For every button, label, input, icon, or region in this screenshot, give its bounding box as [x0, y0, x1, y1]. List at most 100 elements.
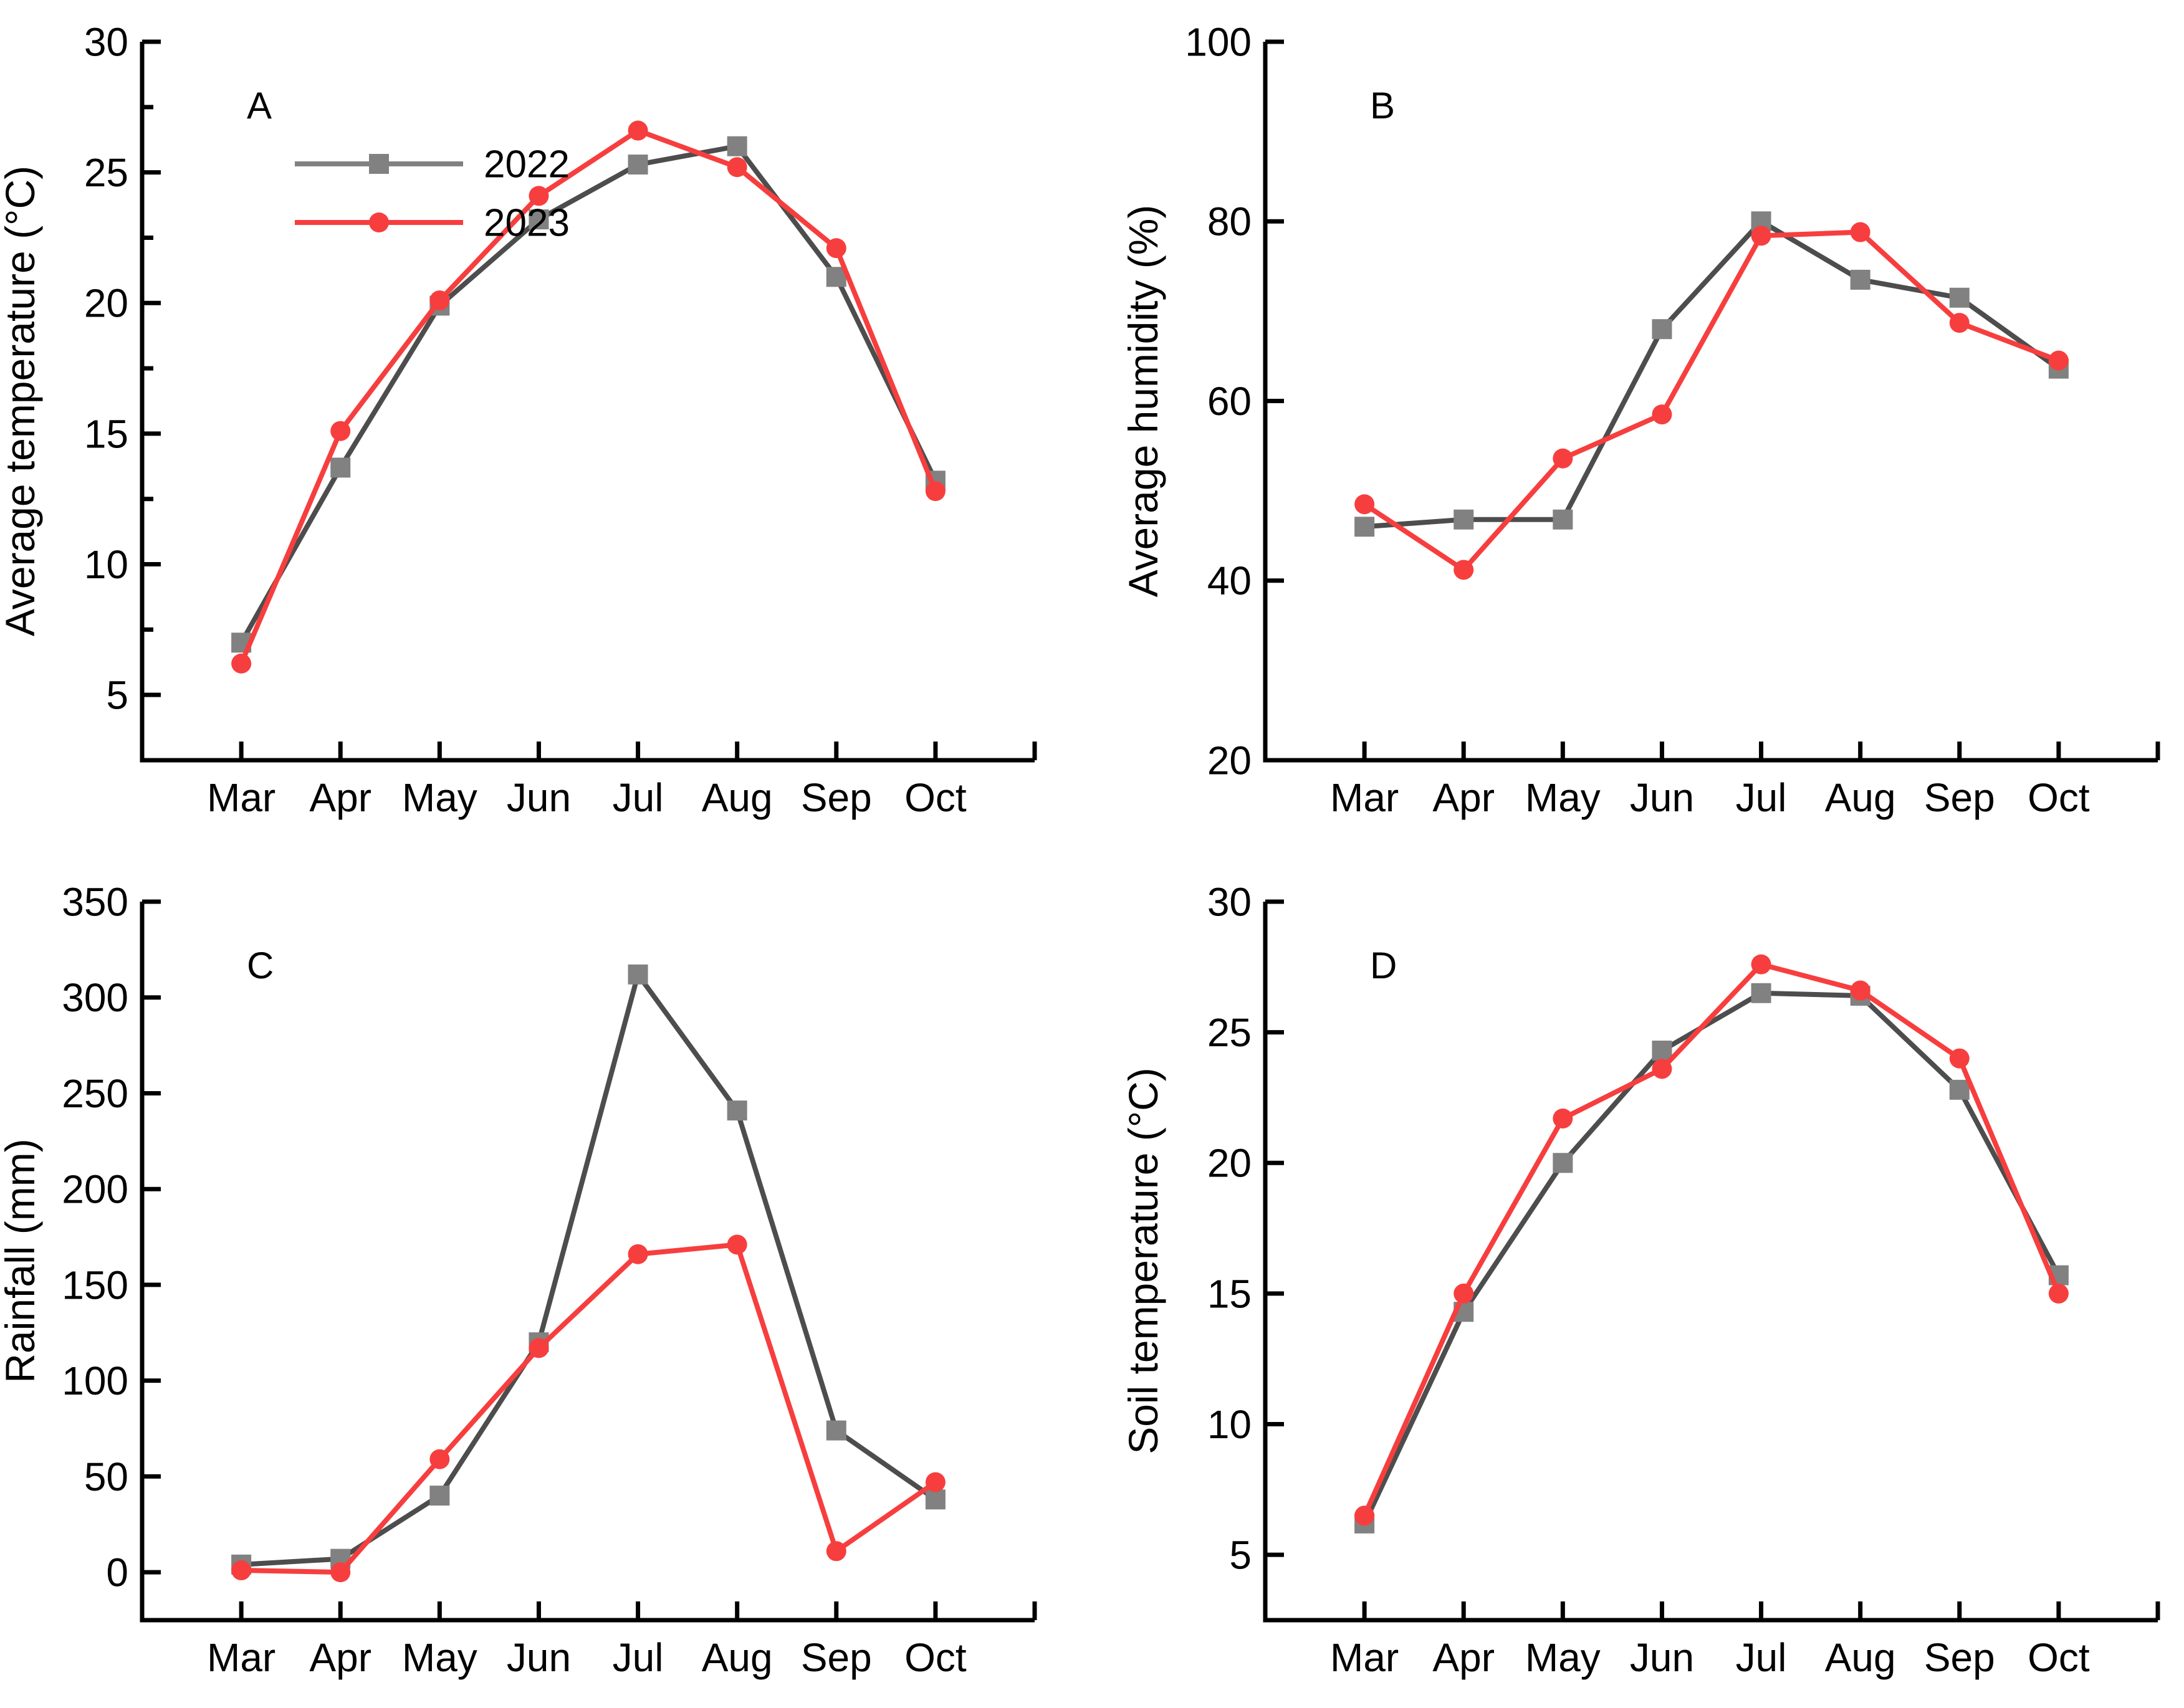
month-label: Aug	[702, 775, 773, 820]
data-point-2023	[1652, 404, 1672, 425]
data-point-2022	[628, 155, 648, 175]
series-2022	[231, 136, 946, 653]
y-tick-label: 20	[1207, 738, 1252, 783]
data-point-2023	[2048, 350, 2069, 371]
data-point-2022	[1553, 509, 1573, 530]
series-2023	[231, 1234, 946, 1583]
data-point-2023	[727, 157, 747, 178]
panel-letter: B	[1370, 85, 1395, 126]
month-label: Mar	[1330, 1635, 1399, 1680]
data-point-2022	[727, 136, 747, 156]
data-point-2022	[727, 1100, 747, 1121]
panel-b-average-humidity: 20 40 60 80 100 Mar Apr May Jun Jul Aug Sep Oct Avera…	[1120, 19, 2160, 820]
y-tick-label: 80	[1207, 199, 1252, 244]
month-label: Apr	[309, 775, 371, 820]
month-label: Aug	[1825, 1635, 1896, 1680]
y-tick-label: 30	[84, 19, 128, 64]
legend-marker-2023	[369, 212, 389, 232]
y-tick-label: 5	[106, 673, 128, 718]
data-point-2022	[1949, 1079, 1970, 1100]
data-point-2023	[826, 1541, 846, 1562]
y-axis-title: Average temperature (°C)	[0, 166, 43, 636]
month-label: May	[1525, 775, 1601, 820]
y-tick-label: 40	[1207, 558, 1252, 603]
data-point-2023	[1454, 1283, 1474, 1304]
data-point-2023	[2048, 1283, 2069, 1304]
series-line-2022	[1364, 219, 2061, 530]
axis-frame	[1263, 42, 2158, 763]
month-label: Jun	[1630, 775, 1694, 820]
legend: 2022 2023	[295, 143, 570, 245]
month-label: Mar	[207, 1635, 275, 1680]
data-point-2022	[1553, 1153, 1573, 1173]
legend-label-2022: 2022	[484, 143, 570, 186]
y-axis-title: Rainfall (mm)	[0, 1138, 43, 1383]
series-line-2023	[1362, 961, 2061, 1517]
legend-item-2023: 2023	[295, 202, 570, 245]
data-point-2022	[1751, 983, 1771, 1003]
data-point-2023	[1751, 954, 1771, 975]
series-line-2023	[1363, 229, 2060, 573]
month-label: Jun	[1630, 1635, 1694, 1680]
y-tick-label: 200	[62, 1167, 128, 1212]
legend-marker-2022	[369, 154, 389, 174]
month-label: Oct	[2028, 775, 2090, 820]
y-tick-label: 250	[62, 1071, 128, 1116]
data-point-2023	[231, 653, 252, 674]
panel-letter: A	[247, 85, 272, 126]
data-point-2023	[1850, 980, 1870, 1001]
data-point-2022	[1354, 517, 1375, 537]
month-label: Oct	[904, 775, 967, 820]
series-line-2023	[239, 128, 938, 665]
month-label: May	[402, 1635, 477, 1680]
y-tick-label: 50	[84, 1454, 128, 1499]
month-label: Jun	[507, 1635, 571, 1680]
y-axis-title: Average humidity (%)	[1120, 205, 1166, 598]
month-label: May	[402, 775, 477, 820]
data-point-2023	[1553, 1108, 1573, 1128]
y-tick-label: 30	[1207, 879, 1252, 924]
data-point-2022	[1454, 509, 1474, 530]
data-point-2023	[330, 421, 351, 441]
series-line-2022	[1362, 990, 2061, 1525]
y-tick-label: 100	[1185, 19, 1252, 64]
series-2023	[1354, 222, 2069, 580]
month-label: Apr	[309, 1635, 371, 1680]
data-point-2023	[1652, 1059, 1672, 1079]
month-label: Aug	[702, 1635, 773, 1680]
data-point-2023	[231, 1560, 252, 1581]
data-point-2023	[925, 1472, 946, 1492]
data-point-2023	[925, 481, 946, 502]
data-point-2023	[628, 120, 648, 141]
y-tick-label: 10	[1207, 1402, 1252, 1447]
y-tick-label: 20	[1207, 1141, 1252, 1186]
month-label: Jul	[613, 1635, 664, 1680]
legend-item-2022: 2022	[295, 143, 570, 186]
y-tick-label: 10	[84, 542, 128, 587]
month-label: Jun	[507, 775, 571, 820]
data-point-2023	[529, 1338, 549, 1358]
month-label: Aug	[1825, 775, 1896, 820]
data-point-2022	[925, 1489, 946, 1510]
series-2022	[1354, 211, 2069, 537]
y-axis-title: Soil temperature (°C)	[1120, 1067, 1166, 1454]
series-2022	[231, 964, 946, 1575]
y-tick-label: 25	[1207, 1010, 1252, 1055]
data-point-2022	[628, 964, 648, 985]
series-2023	[1354, 954, 2069, 1526]
panel-d-soil-temperature: 5 10 15 20 25 30 Mar Apr May Jun Jul Aug Sep Oct Soil …	[1120, 879, 2160, 1680]
data-point-2022	[1850, 269, 1870, 290]
month-label: Jul	[1736, 1635, 1787, 1680]
data-point-2022	[529, 209, 549, 230]
data-point-2023	[1553, 448, 1573, 469]
data-point-2022	[1949, 287, 1970, 308]
y-tick-label: 300	[62, 975, 128, 1020]
month-label: May	[1525, 1635, 1601, 1680]
month-label: Sep	[1924, 775, 1995, 820]
y-tick-label: 15	[1207, 1271, 1252, 1316]
data-point-2023	[429, 1449, 450, 1469]
month-label: Apr	[1432, 775, 1495, 820]
data-point-2022	[826, 1420, 846, 1441]
data-point-2023	[826, 238, 846, 259]
